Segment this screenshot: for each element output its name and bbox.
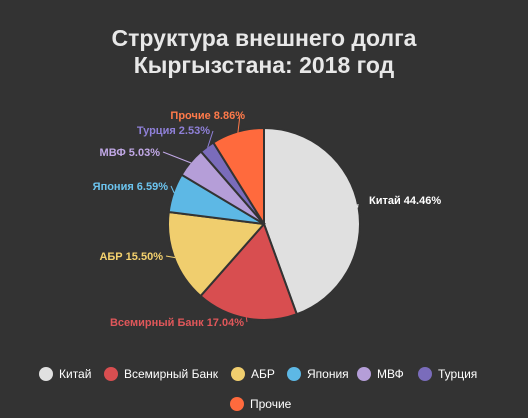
pie-slice-китай[interactable] — [263, 126, 361, 316]
legend-label-прочие: Прочие — [250, 397, 292, 411]
legend-marker-прочие — [230, 397, 244, 411]
slice-label-прочие: Прочие 8.86% — [170, 110, 245, 122]
legend-item-турция[interactable]: Турция — [418, 367, 477, 381]
leader-line-турция — [207, 130, 214, 148]
legend-item-мвф[interactable]: МВФ — [357, 367, 404, 381]
leader-line-всемирный-банк — [245, 317, 248, 323]
leader-line-прочие — [237, 114, 241, 133]
slice-label-всемирный-банк: Всемирный Банк 17.04% — [110, 317, 244, 329]
slice-label-абр: АБР 15.50% — [99, 251, 163, 263]
legend-marker-китай — [39, 367, 53, 381]
legend: Китай Всемирный Банк АБР Япония МВФ Турция Про… — [39, 367, 477, 411]
legend-label-всемирный-банк: Всемирный Банк — [124, 367, 219, 381]
legend-marker-всемирный-банк — [104, 367, 118, 381]
pie-slice-абр[interactable] — [167, 210, 266, 298]
legend-item-абр[interactable]: АБР — [231, 367, 275, 381]
legend-marker-япония — [287, 367, 301, 381]
legend-marker-турция — [418, 367, 432, 381]
legend-item-всемирный-банк[interactable]: Всемирный Банк — [104, 367, 219, 381]
legend-item-прочие[interactable]: Прочие — [230, 397, 292, 411]
legend-item-япония[interactable]: Япония — [287, 367, 349, 381]
slice-label-турция: Турция 2.53% — [137, 125, 210, 137]
chart-title-line-1: Структура внешнего долга — [112, 25, 417, 51]
legend-label-япония: Япония — [307, 367, 349, 381]
legend-label-мвф: МВФ — [377, 367, 404, 381]
legend-label-абр: АБР — [251, 367, 275, 381]
leader-line-абр — [165, 255, 176, 259]
legend-item-китай[interactable]: Китай — [39, 367, 91, 381]
legend-marker-абр — [231, 367, 245, 381]
leader-line-япония — [170, 185, 175, 194]
pie-slices — [167, 126, 361, 321]
leader-line-мвф — [162, 151, 192, 164]
chart-title-line-2: Кыргызстана: 2018 год — [134, 52, 395, 78]
slice-label-япония: Япония 6.59% — [93, 181, 169, 193]
legend-marker-мвф — [357, 367, 371, 381]
slice-labels: Китай 44.46% Всемирный Банк 17.04% АБР 15.… — [93, 110, 442, 329]
slice-label-мвф: МВФ 5.03% — [100, 147, 161, 159]
legend-label-китай: Китай — [59, 367, 91, 381]
slice-label-китай: Китай 44.46% — [369, 195, 441, 207]
legend-label-турция: Турция — [438, 367, 477, 381]
